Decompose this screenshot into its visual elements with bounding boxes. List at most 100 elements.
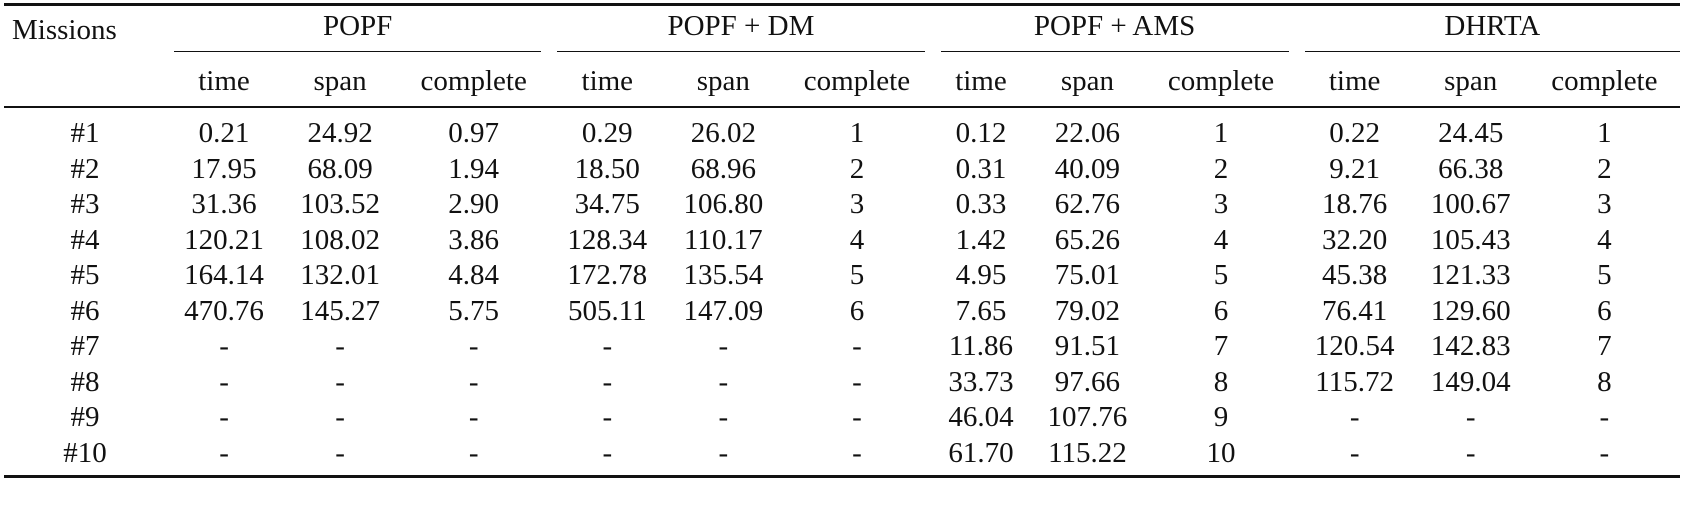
column-header: span — [313, 64, 367, 97]
value-cell: 2 — [1213, 152, 1229, 185]
column-header: time — [955, 64, 1007, 97]
value-cell: 8 — [1597, 365, 1612, 398]
value-cell: 1.94 — [448, 152, 500, 185]
table-row: #7 - - - - - - 11.86 91.51 7 120.54 142.83 7 — [4, 329, 1680, 365]
value-cell: 79.02 — [1054, 294, 1121, 327]
table-body: #1 0.21 24.92 0.97 0.29 26.02 1 0.12 22.06 1 0.22 2… — [4, 107, 1680, 477]
value-cell: 1 — [1597, 117, 1612, 150]
column-header: span — [1060, 64, 1115, 97]
value-cell: 0.12 — [955, 117, 1007, 150]
value-cell: - — [1465, 401, 1476, 434]
value-cell: 75.01 — [1054, 259, 1121, 292]
value-cell: 5 — [1213, 259, 1229, 292]
value-cell: 105.43 — [1430, 223, 1511, 256]
mission-cell: #4 — [70, 223, 100, 256]
group-name: POPF — [174, 10, 542, 52]
value-cell: 62.76 — [1054, 188, 1121, 221]
column-header: complete — [420, 64, 527, 97]
group-header-row: Missions POPF POPF + DM POPF + AMS DHRTA — [4, 4, 1680, 57]
table-row: #8 - - - - - - 33.73 97.66 8 115.72 149.04 8 — [4, 365, 1680, 401]
value-cell: - — [335, 330, 345, 363]
column-header-row: time span complete time span complete time span… — [4, 56, 1680, 107]
value-cell: - — [468, 365, 479, 398]
value-cell: - — [718, 365, 729, 398]
results-table: Missions POPF POPF + DM POPF + AMS DHRTA ti… — [4, 3, 1680, 478]
table-row: #1 0.21 24.92 0.97 0.29 26.02 1 0.12 22.06 1 0.22 2… — [4, 107, 1680, 152]
value-cell: 76.41 — [1322, 294, 1388, 327]
value-cell: - — [219, 365, 229, 398]
value-cell: 164.14 — [184, 259, 264, 292]
value-cell: - — [1349, 401, 1360, 434]
mission-cell: #9 — [70, 401, 100, 434]
value-cell: 3 — [1213, 188, 1229, 221]
column-header: time — [1328, 64, 1381, 97]
value-cell: - — [718, 401, 729, 434]
table-row: #3 31.36 103.52 2.90 34.75 106.80 3 0.33 62.76 3 1… — [4, 187, 1680, 223]
value-cell: 145.27 — [300, 294, 380, 327]
value-cell: 142.83 — [1430, 330, 1511, 363]
value-cell: 40.09 — [1054, 152, 1121, 185]
value-cell: 1 — [849, 117, 865, 150]
value-cell: 1 — [1213, 117, 1229, 150]
value-cell: 11.86 — [948, 330, 1014, 363]
value-cell: 3 — [849, 188, 865, 221]
column-header: time — [581, 64, 634, 97]
column-header: complete — [1167, 64, 1275, 97]
value-cell: 121.33 — [1430, 259, 1511, 292]
group-name: POPF + AMS — [940, 10, 1289, 52]
value-cell: - — [852, 330, 862, 363]
column-header: span — [696, 64, 750, 97]
table-row: #9 - - - - - - 46.04 107.76 9 - - - — [4, 400, 1680, 436]
table-row: #4 120.21 108.02 3.86 128.34 110.17 4 1.42 65.26… — [4, 223, 1680, 259]
value-cell: - — [1465, 436, 1476, 469]
value-cell: 1.42 — [955, 223, 1007, 256]
value-cell: 470.76 — [184, 294, 264, 327]
value-cell: - — [602, 330, 613, 363]
value-cell: 5.75 — [448, 294, 500, 327]
value-cell: 4.95 — [955, 259, 1007, 292]
value-cell: - — [852, 401, 862, 434]
column-header: span — [1444, 64, 1498, 97]
value-cell: - — [1599, 436, 1610, 469]
group-header: POPF — [166, 5, 549, 57]
value-cell: - — [602, 436, 613, 469]
value-cell: 45.38 — [1322, 259, 1388, 292]
column-header: complete — [1551, 64, 1658, 97]
value-cell: 68.09 — [307, 152, 373, 185]
value-cell: 120.21 — [184, 223, 264, 256]
value-cell: - — [468, 330, 479, 363]
value-cell: 120.54 — [1314, 330, 1395, 363]
value-cell: 31.36 — [191, 188, 257, 221]
value-cell: 18.50 — [574, 152, 640, 185]
value-cell: 65.26 — [1054, 223, 1121, 256]
value-cell: - — [219, 436, 229, 469]
group-name: POPF + DM — [557, 10, 925, 52]
value-cell: 107.76 — [1047, 401, 1128, 434]
value-cell: - — [335, 401, 345, 434]
value-cell: 26.02 — [690, 117, 756, 150]
value-cell: 100.67 — [1430, 188, 1511, 221]
value-cell: 34.75 — [574, 188, 640, 221]
value-cell: 22.06 — [1054, 117, 1121, 150]
value-cell: 129.60 — [1430, 294, 1511, 327]
value-cell: 115.72 — [1315, 365, 1394, 398]
value-cell: 18.76 — [1322, 188, 1388, 221]
value-cell: 0.97 — [448, 117, 500, 150]
value-cell: 3 — [1597, 188, 1612, 221]
value-cell: - — [852, 365, 862, 398]
mission-cell: #6 — [70, 294, 100, 327]
value-cell: 0.31 — [955, 152, 1007, 185]
value-cell: 2 — [1597, 152, 1612, 185]
value-cell: 10 — [1206, 436, 1236, 469]
value-cell: 33.73 — [948, 365, 1014, 398]
mission-cell: #2 — [70, 152, 100, 185]
value-cell: 2 — [849, 152, 865, 185]
value-cell: 9.21 — [1329, 152, 1381, 185]
value-cell: 5 — [1597, 259, 1612, 292]
value-cell: 97.66 — [1054, 365, 1121, 398]
value-cell: - — [219, 401, 229, 434]
value-cell: 135.54 — [683, 259, 764, 292]
mission-cell: #10 — [63, 436, 107, 469]
value-cell: 6 — [1213, 294, 1229, 327]
value-cell: 66.38 — [1438, 152, 1504, 185]
